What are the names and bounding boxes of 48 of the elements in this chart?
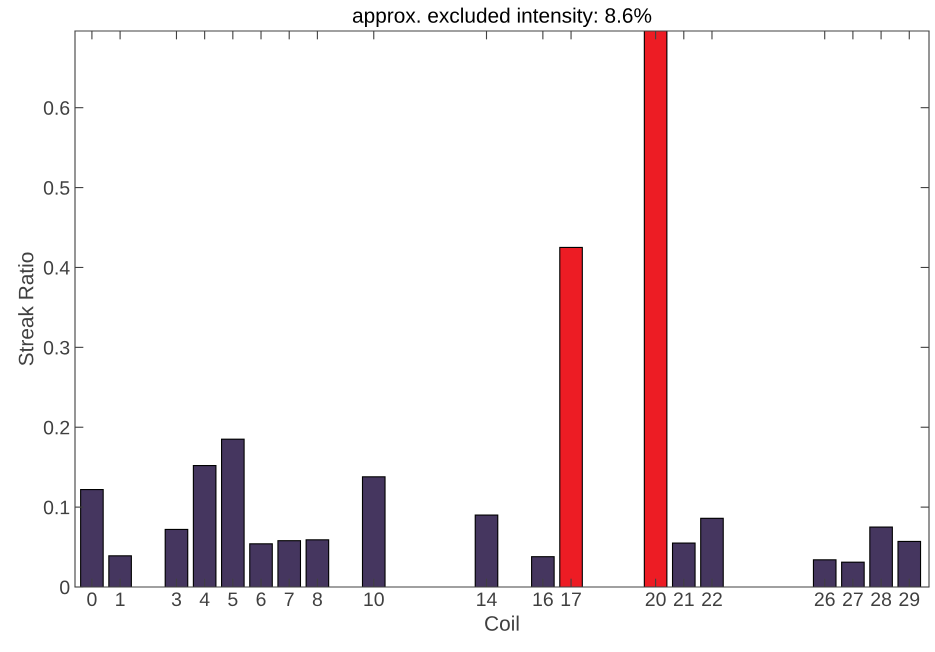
bar — [362, 476, 386, 587]
chart-title: approx. excluded intensity: 8.6% — [352, 8, 652, 27]
bar — [841, 562, 865, 587]
x-tick-label: 20 — [646, 592, 666, 606]
bar — [108, 555, 132, 587]
y-axis-title: Streak Ratio — [18, 252, 34, 366]
x-tick-label: 22 — [702, 592, 722, 606]
bar — [897, 540, 922, 587]
x-tick-label: 26 — [814, 592, 835, 606]
x-tick-label: 6 — [256, 592, 266, 606]
x-tick-label: 17 — [562, 592, 581, 606]
bar — [644, 31, 668, 587]
bar — [700, 518, 724, 587]
x-tick-label: 5 — [228, 592, 238, 606]
x-tick-label: 27 — [843, 592, 863, 606]
y-tick-label: 0.1 — [44, 500, 70, 514]
y-tick-label: 0.4 — [44, 260, 70, 275]
x-tick-label: 7 — [284, 592, 294, 606]
y-tick-label: 0.2 — [44, 420, 70, 434]
x-tick-label: 1 — [116, 592, 125, 606]
x-tick-label: 14 — [477, 592, 497, 606]
x-tick-label: 10 — [364, 592, 384, 606]
x-tick-label: 3 — [172, 592, 182, 606]
bar — [812, 559, 837, 587]
bar — [164, 528, 188, 587]
bar — [672, 542, 696, 587]
y-tick-label: 0.5 — [44, 181, 70, 195]
x-tick-label: 4 — [200, 592, 210, 606]
bar — [192, 465, 216, 587]
bar — [559, 246, 583, 587]
bar — [221, 438, 245, 587]
bar — [306, 539, 330, 587]
bar — [249, 543, 273, 587]
y-tick-label: 0 — [60, 580, 70, 594]
x-tick-label: 29 — [899, 592, 920, 606]
y-tick-label: 0.6 — [44, 101, 70, 115]
x-tick-label: 0 — [87, 592, 97, 606]
bar — [277, 540, 302, 587]
x-tick-label: 21 — [674, 592, 694, 606]
bar — [869, 526, 893, 587]
x-tick-label: 28 — [871, 592, 892, 606]
bar — [80, 488, 104, 587]
bar — [531, 556, 555, 587]
y-tick-label: 0.3 — [44, 340, 70, 355]
x-axis-title: Coil — [485, 616, 519, 631]
bar — [474, 514, 498, 587]
x-tick-label: 8 — [312, 592, 322, 606]
x-tick-label: 16 — [534, 592, 553, 606]
